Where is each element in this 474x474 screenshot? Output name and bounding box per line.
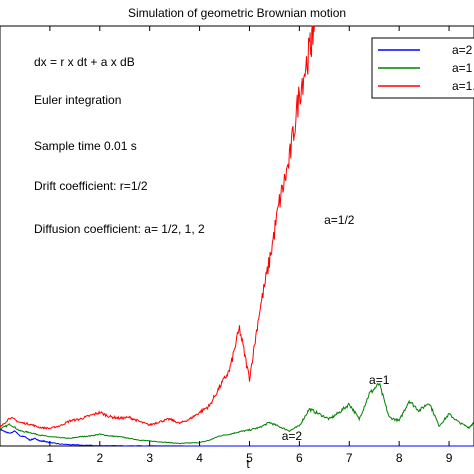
- x-tick-label: 2: [96, 451, 103, 465]
- x-axis-label: t: [246, 457, 250, 471]
- chart-title: Simulation of geometric Brownian motion: [128, 6, 346, 20]
- curve-label-a-1-2: a=1/2: [324, 213, 355, 227]
- diffusion-annotation: Diffusion coefficient: a= 1/2, 1, 2: [34, 222, 205, 236]
- series-line-a-1-2: [0, 25, 315, 430]
- x-tick-label: 9: [446, 451, 453, 465]
- series-layer: [0, 25, 474, 447]
- x-tick-label: 3: [146, 451, 153, 465]
- equation-annotation: dx = r x dt + a x dB: [34, 55, 135, 69]
- curve-label-a-2: a=2: [282, 429, 303, 443]
- series-line-a-2: [0, 427, 474, 447]
- curve-labels: a=1/2 a=1 a=2: [282, 213, 390, 443]
- curve-label-a-1: a=1: [369, 373, 390, 387]
- legend-label: a=1...: [452, 79, 474, 93]
- x-tick-label: 1: [47, 451, 54, 465]
- x-tick-label: 6: [296, 451, 303, 465]
- x-tick-label: 4: [196, 451, 203, 465]
- x-tick-label: 5: [246, 451, 253, 465]
- legend: a=2 a=1 a=1...: [371, 37, 474, 99]
- x-tick-label: 7: [346, 451, 353, 465]
- annotations: dx = r x dt + a x dB Euler integration S…: [34, 55, 205, 236]
- legend-label: a=1: [452, 61, 473, 75]
- sample-time-annotation: Sample time 0.01 s: [34, 139, 137, 153]
- x-axis-ticks: 1 2 3 4 5 6 7 8 9: [47, 26, 453, 465]
- series-line-a-1: [0, 382, 474, 445]
- x-tick-label: 8: [396, 451, 403, 465]
- method-annotation: Euler integration: [34, 93, 121, 107]
- legend-label: a=2: [452, 43, 473, 57]
- drift-annotation: Drift coefficient: r=1/2: [34, 179, 148, 193]
